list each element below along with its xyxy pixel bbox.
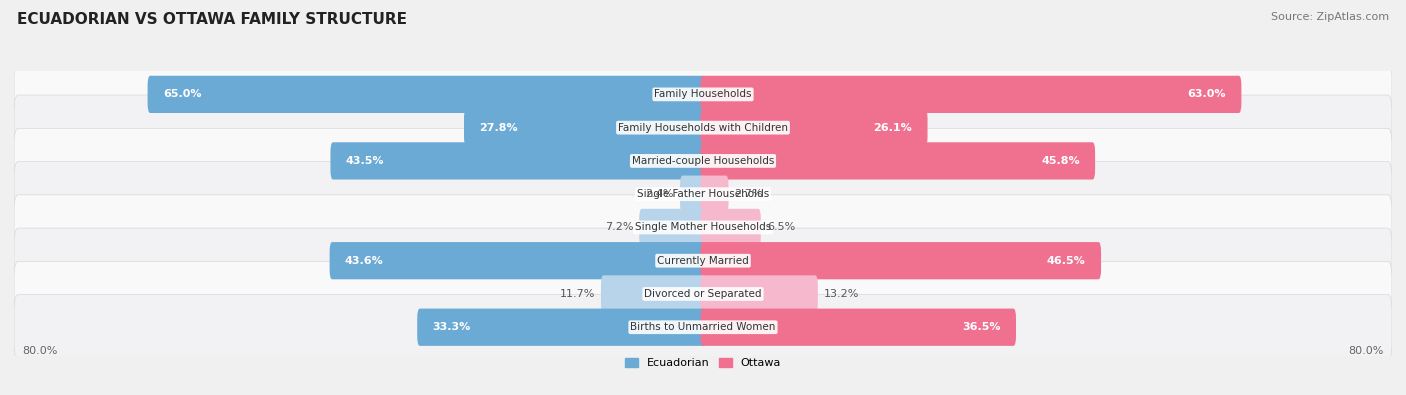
Text: 26.1%: 26.1% [873, 122, 912, 133]
FancyBboxPatch shape [330, 142, 706, 180]
FancyBboxPatch shape [700, 109, 928, 146]
Text: 27.8%: 27.8% [479, 122, 517, 133]
Legend: Ecuadorian, Ottawa: Ecuadorian, Ottawa [620, 354, 786, 373]
Text: Divorced or Separated: Divorced or Separated [644, 289, 762, 299]
FancyBboxPatch shape [14, 162, 1392, 227]
Text: 11.7%: 11.7% [560, 289, 595, 299]
Text: Single Father Households: Single Father Households [637, 189, 769, 199]
Text: Births to Unmarried Women: Births to Unmarried Women [630, 322, 776, 332]
Text: 7.2%: 7.2% [605, 222, 633, 232]
Text: Married-couple Households: Married-couple Households [631, 156, 775, 166]
Text: 6.5%: 6.5% [766, 222, 794, 232]
FancyBboxPatch shape [600, 275, 706, 312]
FancyBboxPatch shape [14, 228, 1392, 293]
Text: 46.5%: 46.5% [1047, 256, 1085, 266]
FancyBboxPatch shape [418, 308, 706, 346]
FancyBboxPatch shape [14, 295, 1392, 360]
Text: 43.5%: 43.5% [346, 156, 384, 166]
FancyBboxPatch shape [700, 142, 1095, 180]
FancyBboxPatch shape [700, 242, 1101, 279]
Text: 2.4%: 2.4% [645, 189, 673, 199]
FancyBboxPatch shape [700, 275, 818, 312]
Text: 63.0%: 63.0% [1188, 89, 1226, 100]
FancyBboxPatch shape [14, 62, 1392, 127]
Text: 65.0%: 65.0% [163, 89, 201, 100]
FancyBboxPatch shape [700, 308, 1017, 346]
FancyBboxPatch shape [700, 76, 1241, 113]
Text: 33.3%: 33.3% [433, 322, 471, 332]
Text: 43.6%: 43.6% [344, 256, 384, 266]
FancyBboxPatch shape [464, 109, 706, 146]
Text: Family Households with Children: Family Households with Children [619, 122, 787, 133]
FancyBboxPatch shape [14, 95, 1392, 160]
FancyBboxPatch shape [14, 195, 1392, 260]
Text: Family Households: Family Households [654, 89, 752, 100]
FancyBboxPatch shape [329, 242, 706, 279]
FancyBboxPatch shape [640, 209, 706, 246]
Text: ECUADORIAN VS OTTAWA FAMILY STRUCTURE: ECUADORIAN VS OTTAWA FAMILY STRUCTURE [17, 12, 406, 27]
FancyBboxPatch shape [700, 175, 728, 213]
FancyBboxPatch shape [700, 209, 761, 246]
Text: 45.8%: 45.8% [1042, 156, 1080, 166]
FancyBboxPatch shape [681, 175, 706, 213]
Text: 80.0%: 80.0% [1348, 346, 1384, 356]
FancyBboxPatch shape [14, 128, 1392, 194]
Text: 80.0%: 80.0% [22, 346, 58, 356]
FancyBboxPatch shape [14, 261, 1392, 327]
Text: Single Mother Households: Single Mother Households [636, 222, 770, 232]
FancyBboxPatch shape [148, 76, 706, 113]
Text: Currently Married: Currently Married [657, 256, 749, 266]
Text: 2.7%: 2.7% [734, 189, 763, 199]
Text: Source: ZipAtlas.com: Source: ZipAtlas.com [1271, 12, 1389, 22]
Text: 36.5%: 36.5% [962, 322, 1001, 332]
Text: 13.2%: 13.2% [824, 289, 859, 299]
